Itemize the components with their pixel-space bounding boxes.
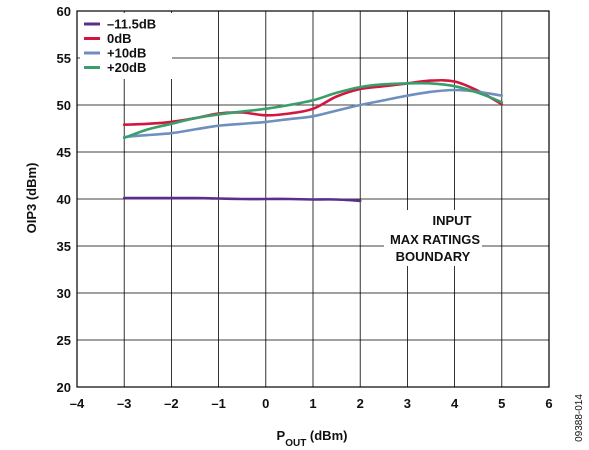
legend-label-3: +20dB: [107, 60, 146, 75]
x-tick-label: –4: [70, 396, 85, 411]
annotation-background: [384, 210, 482, 266]
x-tick-label: 1: [309, 396, 316, 411]
x-tick-label: 6: [545, 396, 552, 411]
x-tick-label: 0: [262, 396, 269, 411]
plot-frame: [76, 10, 550, 388]
series-line-3: [122, 81, 504, 140]
annotation-line-3: BOUNDARY: [396, 249, 471, 264]
y-axis-title: OIP3 (dBm): [24, 163, 39, 234]
figure-id: 09388-014: [574, 394, 585, 442]
plot-border: [76, 10, 550, 388]
x-tick-label: –1: [211, 396, 225, 411]
x-axis-title-main: P: [277, 428, 286, 443]
series-lines: [122, 78, 504, 203]
x-axis-title-unit: (dBm): [306, 428, 347, 443]
x-axis-title-subscript: OUT: [285, 438, 306, 449]
y-tick-label: 50: [57, 98, 71, 113]
series-line-0: [122, 196, 362, 203]
series-line-2: [122, 88, 504, 139]
x-tick-label: 2: [357, 396, 364, 411]
y-tick-label: 40: [57, 192, 71, 207]
annotation-line-2: MAX RATINGS: [390, 232, 480, 247]
y-tick-label: 20: [57, 380, 71, 395]
y-tick-label: 30: [57, 286, 71, 301]
legend-label-0: –11.5dB: [107, 17, 156, 32]
y-tick-label: 45: [57, 145, 71, 160]
annotation-line-1: INPUT: [433, 213, 472, 228]
x-tick-label: 5: [498, 396, 505, 411]
legend-label-1: 0dB: [107, 31, 132, 46]
x-tick-label: –3: [117, 396, 131, 411]
x-tick-label: –2: [164, 396, 178, 411]
y-tick-label: 35: [57, 239, 71, 254]
legend-label-2: +10dB: [107, 46, 146, 61]
y-tick-label: 55: [57, 51, 71, 66]
x-axis-title: POUT (dBm): [277, 428, 348, 449]
y-tick-label: 25: [57, 333, 71, 348]
y-tick-label: 60: [57, 4, 71, 19]
max-ratings-annotation: INPUT MAX RATINGS BOUNDARY: [390, 213, 480, 264]
x-tick-label: 3: [404, 396, 411, 411]
x-tick-label: 4: [451, 396, 459, 411]
